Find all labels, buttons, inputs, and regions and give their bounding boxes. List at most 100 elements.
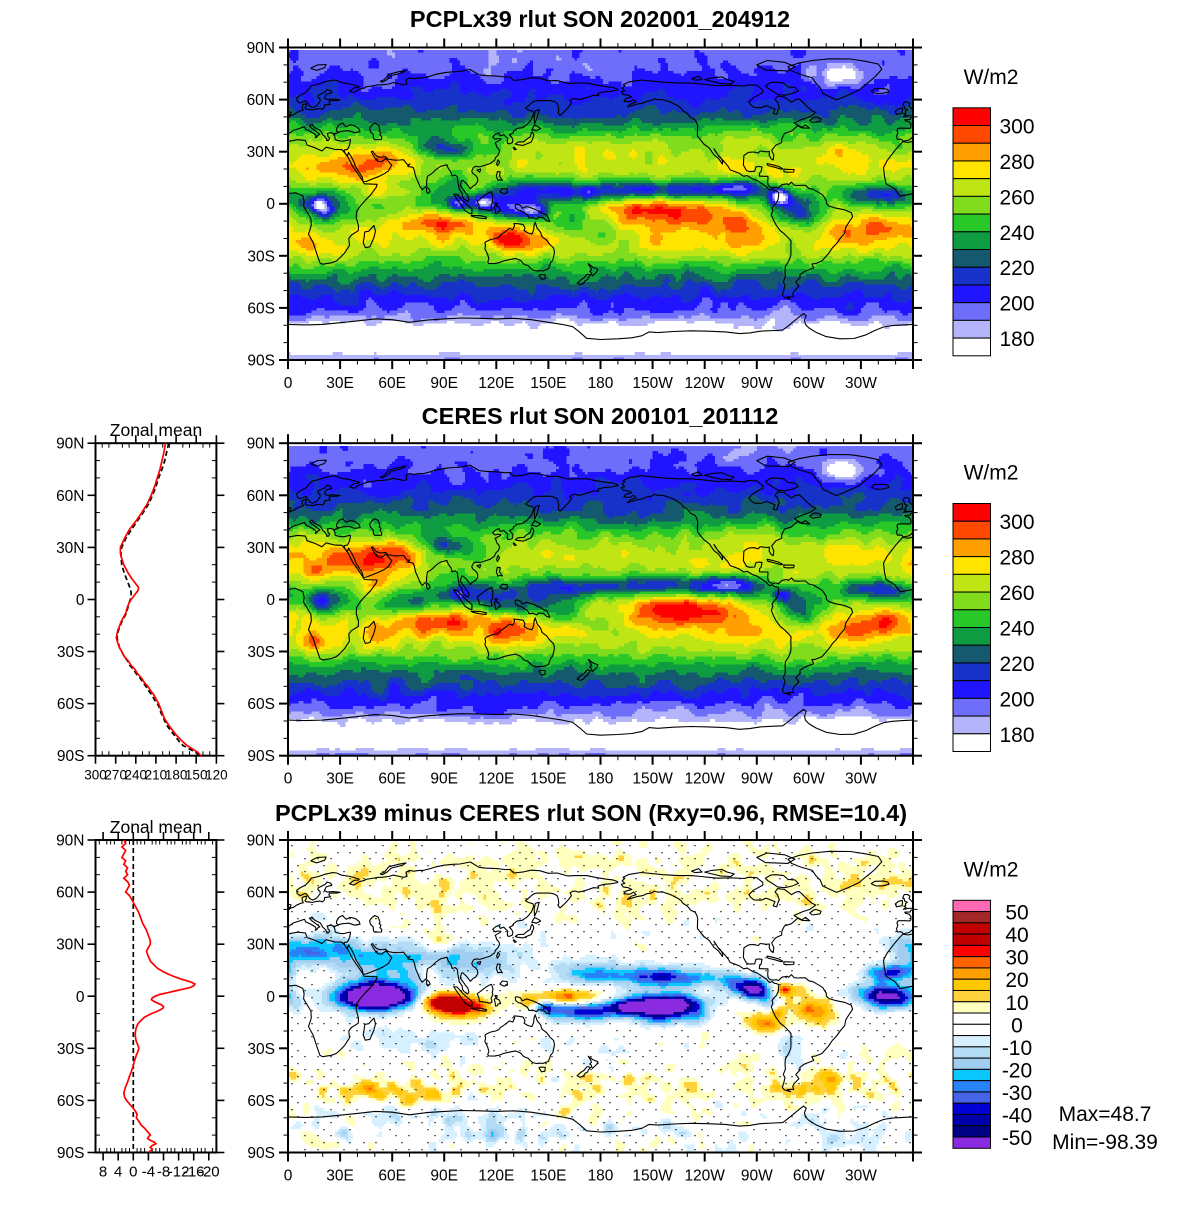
svg-text:200: 200 bbox=[999, 293, 1034, 316]
svg-text:30S: 30S bbox=[57, 644, 85, 661]
svg-text:90N: 90N bbox=[247, 40, 275, 57]
svg-text:30N: 30N bbox=[56, 540, 84, 557]
svg-text:Min=-98.39: Min=-98.39 bbox=[1052, 1131, 1158, 1154]
svg-text:60N: 60N bbox=[56, 885, 84, 902]
svg-text:-20: -20 bbox=[198, 1164, 220, 1181]
svg-text:90E: 90E bbox=[430, 1168, 458, 1185]
svg-text:270: 270 bbox=[104, 768, 127, 783]
svg-text:240: 240 bbox=[999, 618, 1034, 641]
svg-text:120: 120 bbox=[205, 768, 228, 783]
svg-text:-12: -12 bbox=[168, 1164, 190, 1181]
svg-text:120E: 120E bbox=[478, 375, 514, 392]
svg-text:-16: -16 bbox=[183, 1164, 205, 1181]
svg-text:50: 50 bbox=[1005, 902, 1028, 925]
svg-text:-10: -10 bbox=[1002, 1037, 1032, 1060]
svg-text:300: 300 bbox=[84, 768, 107, 783]
svg-text:0: 0 bbox=[284, 1168, 293, 1185]
svg-text:0: 0 bbox=[284, 375, 293, 392]
svg-text:120W: 120W bbox=[684, 771, 725, 788]
svg-text:90N: 90N bbox=[56, 833, 84, 850]
svg-text:30W: 30W bbox=[845, 1168, 877, 1185]
svg-text:60W: 60W bbox=[793, 1168, 825, 1185]
svg-text:-8: -8 bbox=[157, 1164, 170, 1181]
svg-text:W/m2: W/m2 bbox=[964, 858, 1019, 881]
svg-text:200: 200 bbox=[999, 688, 1034, 711]
svg-text:90E: 90E bbox=[430, 771, 458, 788]
svg-text:30E: 30E bbox=[326, 1168, 354, 1185]
svg-text:60N: 60N bbox=[247, 885, 275, 902]
svg-text:30S: 30S bbox=[247, 248, 275, 265]
svg-text:180: 180 bbox=[165, 768, 188, 783]
svg-text:120W: 120W bbox=[684, 1168, 725, 1185]
svg-text:-30: -30 bbox=[1002, 1082, 1032, 1105]
svg-text:0: 0 bbox=[266, 592, 275, 609]
svg-text:-50: -50 bbox=[1002, 1127, 1032, 1150]
svg-text:60W: 60W bbox=[793, 375, 825, 392]
svg-text:180: 180 bbox=[588, 771, 614, 788]
svg-text:90E: 90E bbox=[430, 375, 458, 392]
svg-text:60E: 60E bbox=[378, 375, 406, 392]
svg-text:Zonal mean: Zonal mean bbox=[110, 817, 202, 837]
svg-text:220: 220 bbox=[999, 257, 1034, 280]
svg-text:60N: 60N bbox=[247, 92, 275, 109]
svg-text:PCPLx39 minus CERES rlut SON (: PCPLx39 minus CERES rlut SON (Rxy=0.96, … bbox=[275, 800, 907, 826]
svg-text:180: 180 bbox=[999, 724, 1034, 747]
svg-text:0: 0 bbox=[284, 771, 293, 788]
svg-text:90N: 90N bbox=[247, 833, 275, 850]
svg-text:30N: 30N bbox=[247, 937, 275, 954]
svg-text:90S: 90S bbox=[57, 1145, 85, 1162]
svg-text:90S: 90S bbox=[57, 748, 85, 765]
svg-text:90S: 90S bbox=[247, 748, 275, 765]
svg-text:PCPLx39 rlut SON 202001_204912: PCPLx39 rlut SON 202001_204912 bbox=[410, 6, 790, 32]
svg-text:8: 8 bbox=[99, 1164, 107, 1181]
svg-text:90W: 90W bbox=[741, 375, 773, 392]
svg-text:150W: 150W bbox=[632, 375, 673, 392]
svg-text:-40: -40 bbox=[1002, 1104, 1032, 1127]
svg-text:60S: 60S bbox=[57, 696, 85, 713]
svg-text:60S: 60S bbox=[247, 696, 275, 713]
svg-text:90W: 90W bbox=[741, 1168, 773, 1185]
svg-text:0: 0 bbox=[129, 1164, 137, 1181]
svg-text:60N: 60N bbox=[247, 488, 275, 505]
svg-text:W/m2: W/m2 bbox=[964, 66, 1019, 89]
svg-text:150E: 150E bbox=[530, 375, 566, 392]
svg-text:60W: 60W bbox=[793, 771, 825, 788]
svg-text:-4: -4 bbox=[142, 1164, 155, 1181]
svg-text:90W: 90W bbox=[741, 771, 773, 788]
svg-text:60N: 60N bbox=[56, 488, 84, 505]
svg-text:60S: 60S bbox=[247, 1093, 275, 1110]
svg-text:300: 300 bbox=[999, 116, 1034, 139]
svg-text:240: 240 bbox=[999, 222, 1034, 245]
svg-text:-20: -20 bbox=[1002, 1059, 1032, 1082]
svg-text:4: 4 bbox=[114, 1164, 122, 1181]
svg-text:30N: 30N bbox=[247, 540, 275, 557]
svg-text:180: 180 bbox=[588, 1168, 614, 1185]
svg-text:120W: 120W bbox=[684, 375, 725, 392]
svg-text:90N: 90N bbox=[56, 436, 84, 453]
svg-text:30W: 30W bbox=[845, 771, 877, 788]
svg-text:30N: 30N bbox=[247, 144, 275, 161]
svg-text:90S: 90S bbox=[247, 1145, 275, 1162]
svg-text:0: 0 bbox=[1011, 1014, 1023, 1037]
svg-text:240: 240 bbox=[125, 768, 148, 783]
svg-text:60S: 60S bbox=[57, 1093, 85, 1110]
svg-text:30S: 30S bbox=[247, 1041, 275, 1058]
svg-text:Max=48.7: Max=48.7 bbox=[1059, 1103, 1152, 1126]
svg-text:30E: 30E bbox=[326, 771, 354, 788]
svg-text:260: 260 bbox=[999, 582, 1034, 605]
svg-text:150E: 150E bbox=[530, 1168, 566, 1185]
svg-text:30E: 30E bbox=[326, 375, 354, 392]
svg-text:180: 180 bbox=[999, 328, 1034, 351]
svg-text:30: 30 bbox=[1005, 947, 1028, 970]
svg-text:Zonal mean: Zonal mean bbox=[110, 420, 202, 440]
svg-text:0: 0 bbox=[76, 592, 85, 609]
svg-text:60S: 60S bbox=[247, 300, 275, 317]
svg-text:90N: 90N bbox=[247, 436, 275, 453]
svg-text:120E: 120E bbox=[478, 771, 514, 788]
svg-text:30S: 30S bbox=[57, 1041, 85, 1058]
svg-text:150W: 150W bbox=[632, 771, 673, 788]
svg-text:220: 220 bbox=[999, 653, 1034, 676]
svg-text:0: 0 bbox=[266, 989, 275, 1006]
svg-text:280: 280 bbox=[999, 151, 1034, 174]
svg-text:W/m2: W/m2 bbox=[964, 462, 1019, 485]
